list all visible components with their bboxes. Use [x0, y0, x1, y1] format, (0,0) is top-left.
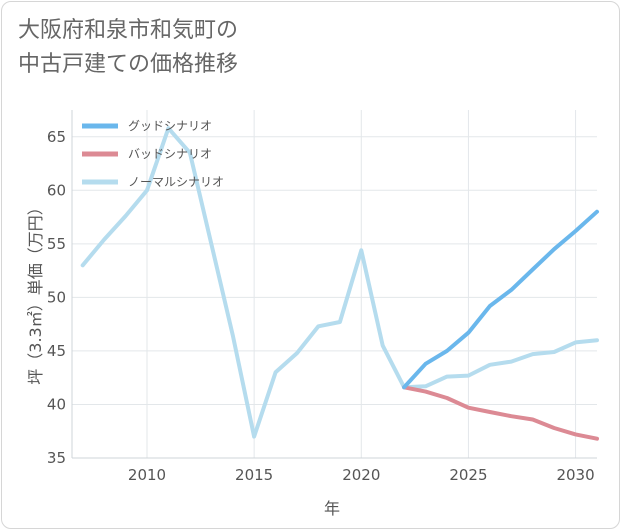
x-axis-label: 年 — [324, 499, 340, 518]
chart-title-line-1: 大阪府和泉市和気町の — [18, 18, 239, 43]
chart-title-line-2: 中古戸建ての価格推移 — [18, 52, 239, 77]
chart-title: 大阪府和泉市和気町の 中古戸建ての価格推移 — [18, 14, 238, 82]
legend-label-normal: ノーマルシナリオ — [128, 175, 224, 189]
axes: 35 40 45 50 55 60 65 2010 2015 2020 2025 2030 — [47, 110, 597, 484]
y-tick-label: 50 — [47, 288, 66, 306]
legend-label-good: グッドシナリオ — [128, 119, 212, 133]
y-tick-label: 60 — [47, 181, 66, 199]
series-line-normal — [80, 126, 599, 439]
x-tick-label: 2020 — [342, 466, 380, 484]
series-line-bad — [402, 385, 599, 441]
y-axis-label: 坪（3.3㎡）単価（万円） — [26, 199, 45, 384]
x-tick-label: 2010 — [128, 466, 166, 484]
y-tick-label: 65 — [47, 128, 66, 146]
legend-label-bad: バッドシナリオ — [128, 147, 212, 161]
series-lines — [80, 126, 599, 441]
y-tick-label: 55 — [47, 235, 66, 253]
y-tick-label: 35 — [47, 449, 66, 467]
x-tick-label: 2030 — [556, 466, 594, 484]
x-tick-label: 2015 — [235, 466, 273, 484]
y-tick-label: 45 — [47, 342, 66, 360]
y-tick-label: 40 — [47, 395, 66, 413]
x-tick-label: 2025 — [449, 466, 487, 484]
series-line-good — [402, 209, 599, 390]
